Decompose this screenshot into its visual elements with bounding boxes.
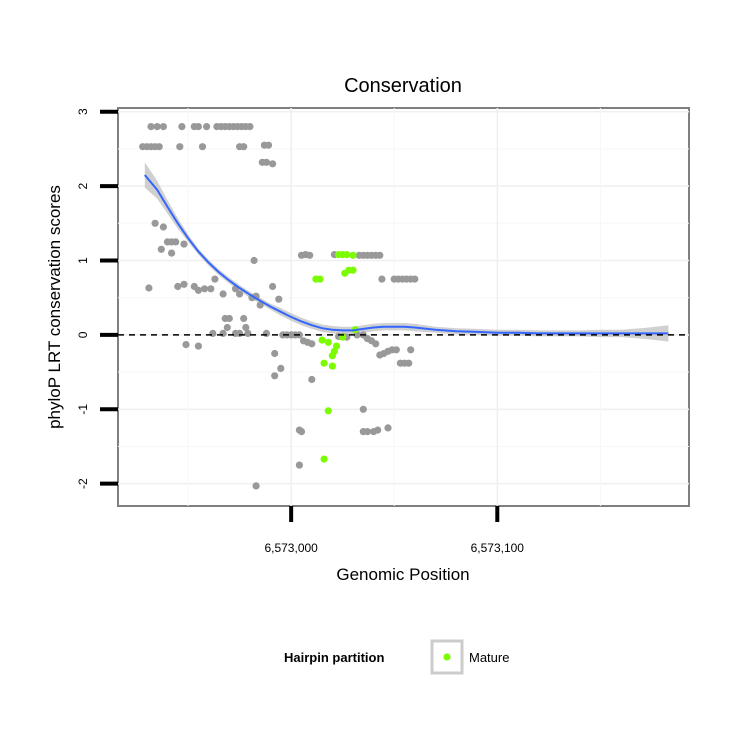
legend-mature-marker [443,653,451,661]
point-other [159,223,167,231]
point-other [211,275,219,283]
y-tick-label: 3 [76,108,90,115]
point-other [174,282,182,291]
point-other [376,251,384,259]
x-tick-label: 6,573,100 [471,541,525,555]
point-other [180,240,188,248]
point-mature [349,266,357,274]
y-tick-label: 2 [76,182,90,189]
point-other [219,329,227,337]
point-mature [328,362,336,370]
point-other [176,143,184,151]
point-mature [324,407,332,415]
point-other [153,123,161,131]
point-other [378,275,386,283]
point-other [203,123,211,131]
y-axis: -2 -1 0 1 2 3 [76,108,118,489]
point-other [363,428,371,436]
point-other [225,314,233,323]
point-other [194,123,202,131]
point-other [157,245,165,253]
point-mature [349,251,357,259]
point-other [236,290,244,298]
point-other [244,329,252,337]
point-other [275,295,283,303]
point-other [145,284,153,292]
legend-title: Hairpin partition [284,650,384,665]
point-other [374,426,382,434]
point-other [240,143,248,151]
point-other [306,251,314,259]
point-other [242,323,250,332]
smooth-line [144,174,669,335]
point-other [194,342,202,350]
point-other [297,428,306,436]
point-other [246,123,254,131]
point-other [194,286,202,294]
point-other [182,341,190,349]
point-other [159,123,167,131]
y-axis-title: phyloP LRT conservation scores [45,185,64,429]
point-other [269,282,277,291]
legend: Hairpin partition Mature [284,639,509,675]
point-mature [328,352,336,360]
point-mature [343,251,351,259]
point-other [168,249,176,257]
point-mature [320,359,328,367]
point-mature [318,336,326,344]
point-other [198,143,207,151]
point-other [407,346,415,354]
point-other [384,424,392,432]
point-other [264,141,273,149]
point-other [172,238,180,246]
x-tick-label: 6,573,000 [264,541,318,555]
point-mature [324,338,332,346]
point-other [240,314,248,323]
point-other [295,461,303,469]
point-other [271,372,279,380]
point-other [262,329,270,337]
point-other [269,160,277,168]
point-other [180,280,188,288]
point-other [308,340,316,348]
y-tick-label: 0 [76,331,90,338]
point-other [155,143,163,151]
point-other [359,405,367,413]
plot-panel [117,107,690,507]
point-other [250,256,258,265]
point-other [271,349,279,358]
point-other [209,329,217,337]
point-other [207,285,215,293]
grid-lines [118,108,689,506]
y-tick-label: -1 [76,404,90,415]
point-other [178,123,186,131]
point-other [392,346,400,354]
point-other [372,340,380,348]
point-other [236,329,244,337]
point-mature [316,275,324,283]
y-tick-label: 1 [76,257,90,264]
point-other [256,301,264,309]
x-axis: 6,573,000 6,573,100 [264,506,524,555]
point-other [252,482,260,490]
x-axis-title: Genomic Position [336,565,469,584]
point-mature [320,455,328,463]
y-tick-label: -2 [76,478,90,489]
chart-title: Conservation [344,75,462,97]
point-other [151,219,159,227]
point-other [201,285,209,293]
point-other [223,323,231,332]
point-other [308,375,316,384]
point-other [277,364,285,372]
point-other [262,158,270,166]
point-other [411,275,419,283]
legend-label-mature: Mature [469,650,509,665]
point-other [147,123,155,131]
point-other [219,290,227,298]
smooth-line-group [144,174,669,335]
point-other [405,359,413,367]
